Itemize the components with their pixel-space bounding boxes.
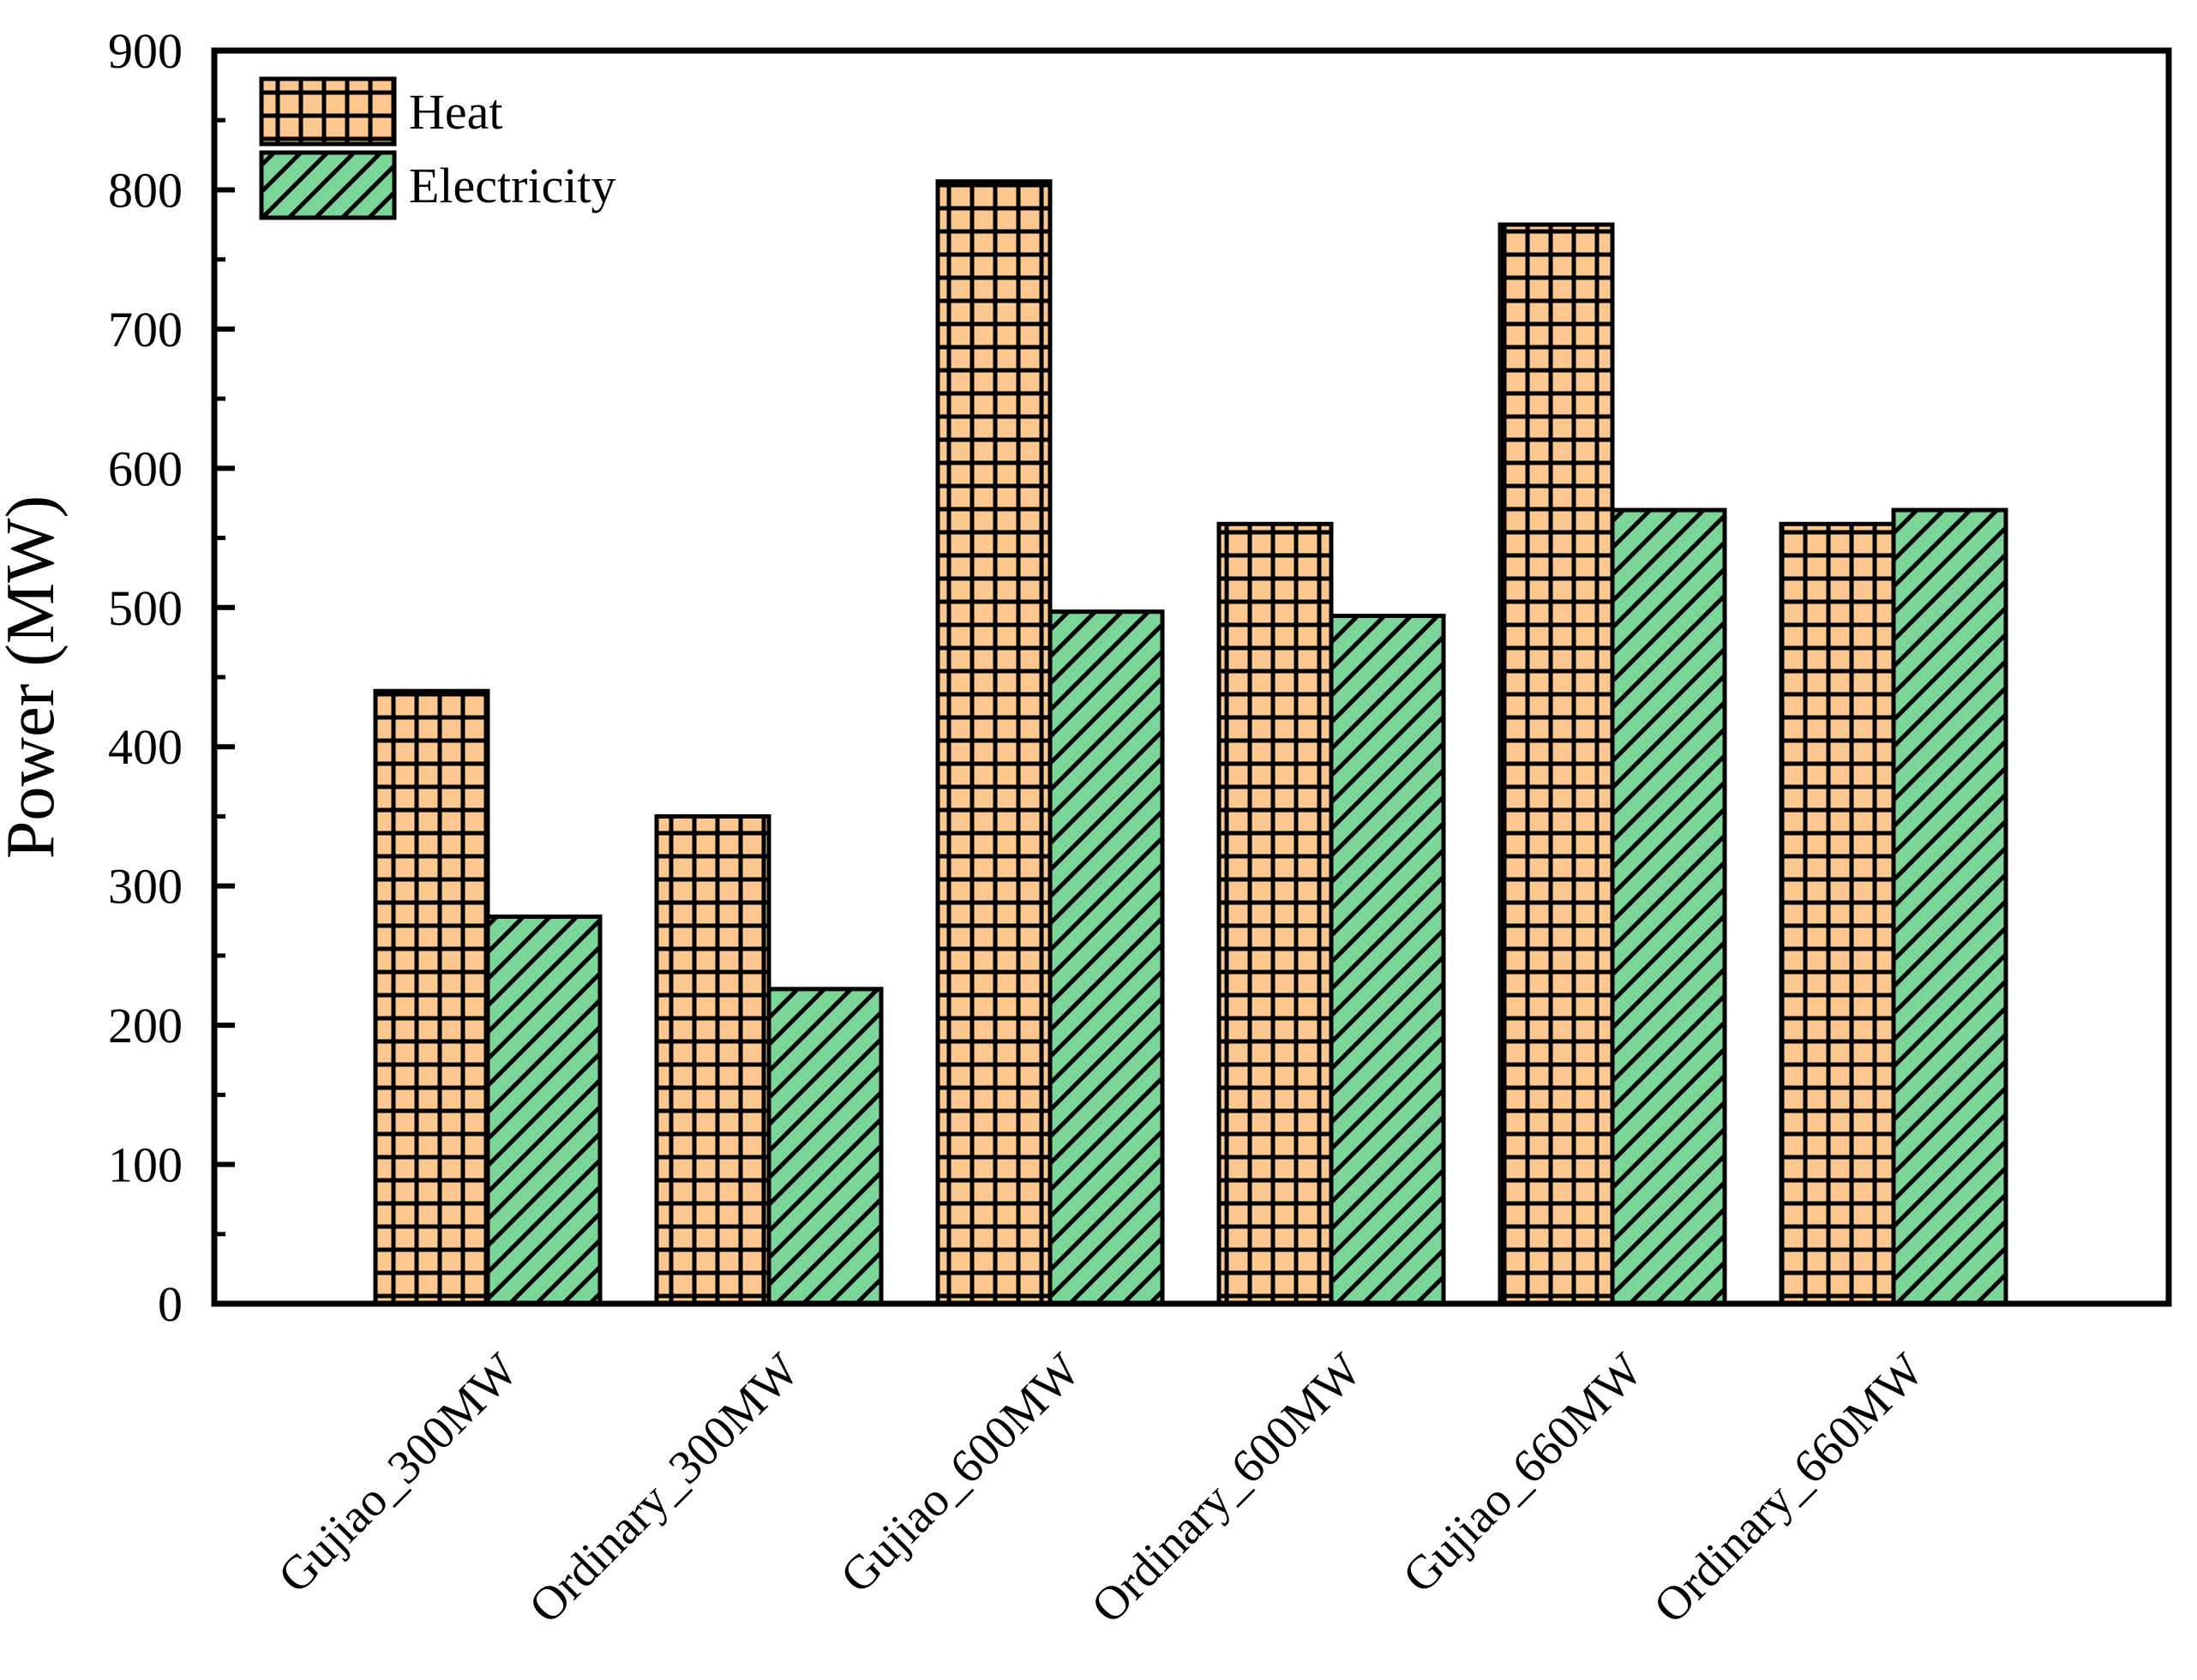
y-tick-label-200: 200 bbox=[108, 998, 183, 1053]
electricity-bar-ordinary_300mw bbox=[766, 987, 884, 1306]
x-category-label-gujiao_660mw: Gujiao_660MW bbox=[1393, 1343, 1653, 1603]
y-tick-label-500: 500 bbox=[108, 580, 183, 636]
y-tick-label-800: 800 bbox=[108, 162, 183, 218]
heat-bar-ordinary_600mw bbox=[1216, 521, 1334, 1306]
x-category-label-gujiao_300mw: Gujiao_300MW bbox=[268, 1343, 528, 1603]
heat-bar-ordinary_300mw bbox=[654, 813, 771, 1306]
electricity-bar-ordinary_660mw bbox=[1891, 507, 2008, 1306]
legend-swatch-electricity bbox=[259, 150, 397, 220]
legend: Heat Electricity bbox=[259, 76, 616, 220]
heat-bar-gujiao_660mw bbox=[1498, 222, 1615, 1306]
y-tick-label-700: 700 bbox=[108, 302, 183, 357]
legend-swatch-heat bbox=[259, 76, 397, 147]
y-tick-label-400: 400 bbox=[108, 719, 183, 775]
legend-label-heat: Heat bbox=[409, 84, 503, 140]
x-category-label-ordinary_300mw: Ordinary_300MW bbox=[519, 1343, 810, 1634]
y-tick-label-100: 100 bbox=[108, 1137, 183, 1193]
y-axis-title: Power (MW) bbox=[0, 495, 69, 859]
x-category-label-ordinary_660mw: Ordinary_660MW bbox=[1644, 1343, 1935, 1634]
x-category-label-ordinary_600mw: Ordinary_600MW bbox=[1082, 1343, 1372, 1634]
axes-layer bbox=[211, 47, 2172, 1307]
electricity-bar-gujiao_660mw bbox=[1610, 507, 1727, 1306]
electricity-bar-ordinary_600mw bbox=[1329, 614, 1446, 1306]
x-category-label-gujiao_600mw: Gujiao_600MW bbox=[831, 1343, 1090, 1603]
bars-layer bbox=[373, 179, 2008, 1306]
heat-bar-gujiao_600mw bbox=[935, 179, 1053, 1306]
y-tick-label-0: 0 bbox=[158, 1276, 183, 1332]
y-tick-label-300: 300 bbox=[108, 859, 183, 915]
heat-bar-ordinary_660mw bbox=[1779, 521, 1896, 1306]
legend-label-electricity: Electricity bbox=[409, 158, 616, 213]
heat-bar-gujiao_300mw bbox=[373, 688, 490, 1306]
y-tick-label-600: 600 bbox=[108, 441, 183, 496]
electricity-bar-gujiao_600mw bbox=[1047, 609, 1165, 1306]
y-tick-label-900: 900 bbox=[108, 23, 183, 79]
electricity-bar-gujiao_300mw bbox=[485, 914, 603, 1306]
